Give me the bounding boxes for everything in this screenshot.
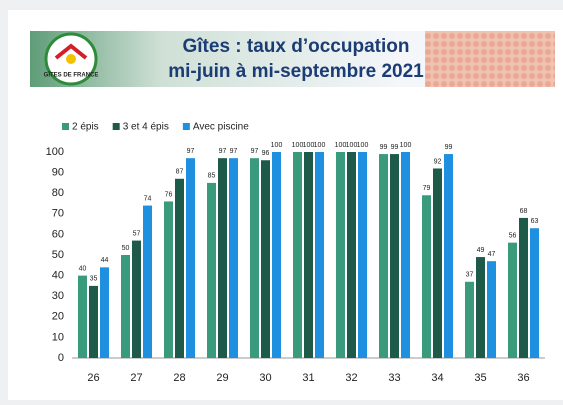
y-tick-label: 20 <box>52 311 64 323</box>
bar <box>143 206 152 358</box>
x-tick-label: 34 <box>431 372 443 384</box>
bar <box>175 179 184 358</box>
bar <box>218 158 227 358</box>
legend-swatch <box>62 123 69 130</box>
legend-swatch <box>113 123 120 130</box>
x-tick-label: 28 <box>173 372 185 384</box>
x-tick-label: 31 <box>302 372 314 384</box>
bar <box>422 195 431 358</box>
y-tick-label: 100 <box>46 146 64 158</box>
bar <box>347 152 356 358</box>
bar <box>304 152 313 358</box>
value-label: 49 <box>477 247 485 254</box>
bar <box>433 168 442 358</box>
value-label: 87 <box>176 169 184 176</box>
chart: GÎTES DE FRANCE Gîtes : taux d’occupatio… <box>0 0 563 400</box>
value-label: 92 <box>434 158 442 165</box>
legend-label: 2 épis <box>72 122 99 133</box>
x-tick-label: 32 <box>345 372 357 384</box>
x-tick-label: 27 <box>130 372 142 384</box>
value-label: 57 <box>133 230 141 237</box>
y-tick-label: 40 <box>52 270 64 282</box>
bar <box>476 257 485 358</box>
value-label: 100 <box>400 142 412 149</box>
bar <box>390 154 399 358</box>
x-tick-label: 29 <box>216 372 228 384</box>
value-label: 97 <box>219 148 227 155</box>
y-tick-label: 30 <box>52 290 64 302</box>
bar <box>358 152 367 358</box>
y-tick-label: 70 <box>52 208 64 220</box>
value-label: 74 <box>144 195 152 202</box>
bar <box>78 276 87 358</box>
x-tick-label: 33 <box>388 372 400 384</box>
value-label: 99 <box>445 144 453 151</box>
bar <box>207 183 216 358</box>
x-tick-label: 26 <box>87 372 99 384</box>
value-label: 79 <box>423 185 431 192</box>
value-label: 63 <box>531 218 539 225</box>
bar <box>315 152 324 358</box>
y-tick-label: 80 <box>52 187 64 199</box>
value-label: 76 <box>165 191 173 198</box>
y-tick-label: 50 <box>52 249 64 261</box>
bar <box>121 255 130 358</box>
x-tick-label: 36 <box>517 372 529 384</box>
value-label: 99 <box>380 144 388 151</box>
bar <box>272 152 281 358</box>
bar <box>229 158 238 358</box>
page: GÎTES DE FRANCE Gîtes : taux d’occupatio… <box>0 0 563 400</box>
value-label: 44 <box>101 257 109 264</box>
value-label: 97 <box>187 148 195 155</box>
value-label: 100 <box>314 142 326 149</box>
value-label: 56 <box>509 232 517 239</box>
x-tick-label: 35 <box>474 372 486 384</box>
bar <box>186 158 195 358</box>
value-label: 40 <box>79 265 87 272</box>
bar <box>530 228 539 358</box>
y-tick-label: 10 <box>52 331 64 343</box>
legend-label: 3 et 4 épis <box>123 122 169 133</box>
value-label: 50 <box>122 245 130 252</box>
bar <box>508 243 517 358</box>
bar <box>519 218 528 358</box>
chart-subtitle: mi-juin à mi-septembre 2021 <box>168 61 424 82</box>
bar <box>379 154 388 358</box>
value-label: 68 <box>520 208 528 215</box>
legend-swatch <box>183 123 190 130</box>
x-tick-label: 30 <box>259 372 271 384</box>
value-label: 96 <box>262 150 270 157</box>
value-label: 97 <box>251 148 259 155</box>
bar <box>164 201 173 358</box>
value-label: 85 <box>208 173 216 180</box>
value-label: 100 <box>357 142 369 149</box>
bar <box>465 282 474 358</box>
bar <box>250 158 259 358</box>
legend-label: Avec piscine <box>193 122 249 133</box>
bar <box>487 261 496 358</box>
bar <box>261 160 270 358</box>
value-label: 99 <box>391 144 399 151</box>
y-tick-label: 90 <box>52 167 64 179</box>
value-label: 35 <box>90 276 98 283</box>
bar <box>336 152 345 358</box>
chart-title: Gîtes : taux d’occupation <box>183 36 410 57</box>
value-label: 100 <box>271 142 283 149</box>
banner-texture <box>425 31 555 87</box>
y-tick-label: 60 <box>52 228 64 240</box>
logo-figure <box>66 54 76 64</box>
bar <box>132 241 141 358</box>
value-label: 97 <box>230 148 238 155</box>
bar <box>444 154 453 358</box>
logo-text: GÎTES DE FRANCE <box>44 71 99 79</box>
bar <box>100 267 109 358</box>
bar <box>89 286 98 358</box>
bar <box>293 152 302 358</box>
value-label: 37 <box>466 272 474 279</box>
bar <box>401 152 410 358</box>
y-tick-label: 0 <box>58 352 64 364</box>
value-label: 47 <box>488 251 496 258</box>
